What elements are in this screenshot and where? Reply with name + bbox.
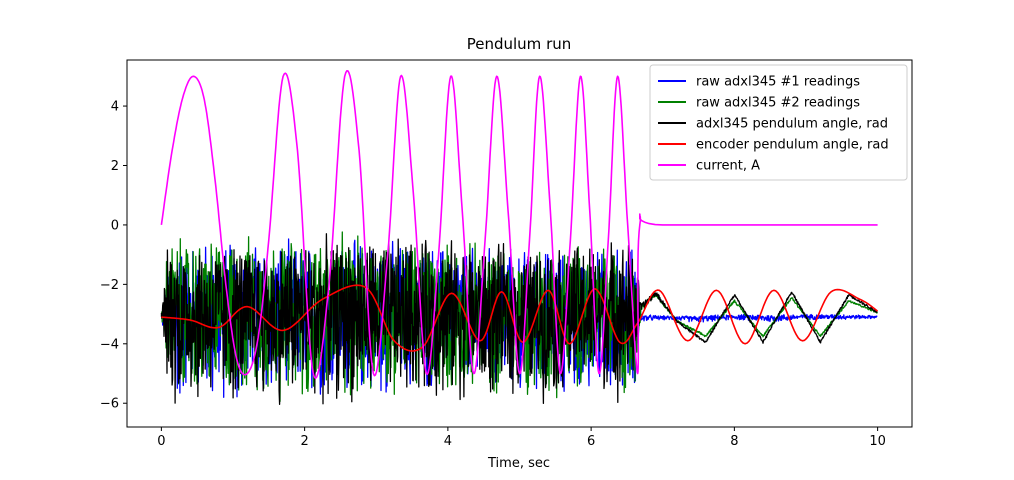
x-tick-label-0: 0	[157, 434, 165, 449]
y-tick-label-1: −4	[100, 337, 119, 352]
chart-title: Pendulum run	[467, 35, 572, 53]
legend-label-0: raw adxl345 #1 readings	[696, 75, 860, 90]
x-tick-label-4: 8	[730, 434, 738, 449]
y-tick-label-5: 4	[111, 100, 119, 115]
x-tick-label-2: 4	[444, 434, 452, 449]
x-axis-label: Time, sec	[487, 456, 550, 471]
x-tick-label-3: 6	[587, 434, 595, 449]
legend-label-3: encoder pendulum angle, rad	[696, 138, 889, 153]
legend: raw adxl345 #1 readings raw adxl345 #2 re…	[649, 64, 908, 181]
y-axis: −6 −4 −2 0 2 4	[100, 100, 127, 412]
x-tick-label-1: 2	[300, 434, 308, 449]
series-line-4	[160, 70, 878, 379]
series-line-2	[160, 233, 878, 405]
plot-frame	[126, 59, 913, 428]
y-tick-label-4: 2	[111, 159, 119, 174]
series-layer	[160, 70, 879, 405]
y-tick-label-0: −6	[100, 397, 119, 412]
y-tick-label-2: −2	[100, 278, 119, 293]
legend-label-1: raw adxl345 #2 readings	[696, 96, 860, 111]
legend-label-4: current, A	[696, 159, 760, 174]
x-tick-label-5: 10	[869, 434, 886, 449]
x-axis: 0 2 4 6 8 10	[157, 427, 886, 449]
legend-box	[649, 64, 908, 181]
series-line-3	[161, 284, 879, 352]
legend-label-2: adxl345 pendulum angle, rad	[696, 117, 888, 132]
y-tick-label-3: 0	[111, 218, 119, 233]
